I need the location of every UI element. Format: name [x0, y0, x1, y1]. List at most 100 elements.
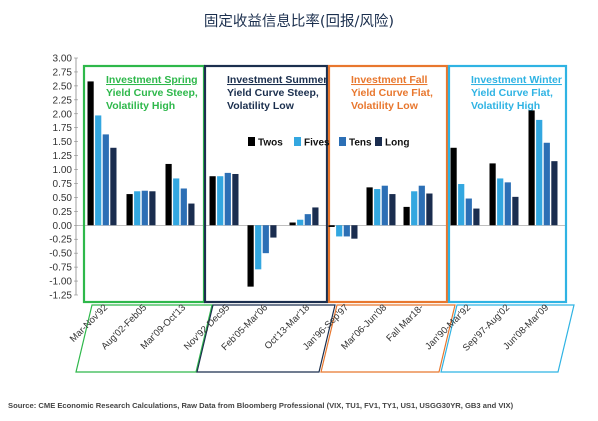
bar-tens — [262, 225, 269, 254]
bar-twos — [403, 206, 410, 226]
bar-long — [473, 208, 480, 226]
regime-subtitle-1: Yield Curve Flat, — [471, 87, 553, 99]
regime-subtitle-1: Yield Curve Flat, — [351, 87, 433, 99]
legend-label: Long — [385, 138, 409, 149]
bar-tens — [343, 225, 350, 237]
y-tick-label: 2.75 — [53, 67, 73, 78]
regime-subtitle-2: Volatility Low — [227, 100, 295, 112]
y-tick-label: 1.00 — [53, 165, 73, 176]
regime-label-frame — [196, 304, 336, 373]
regime-subtitle-2: Volatility High — [471, 100, 540, 112]
bar-fives — [411, 191, 418, 226]
bar-long — [512, 196, 519, 226]
bar-fives — [217, 176, 224, 226]
y-tick-label: 0.00 — [53, 221, 73, 232]
bar-twos — [289, 222, 296, 226]
regime-label-frame — [440, 304, 575, 373]
bar-fives — [255, 225, 262, 270]
y-tick-label: 2.00 — [53, 109, 73, 120]
legend-swatch — [248, 137, 255, 146]
regime-title: Investment Winter — [471, 74, 562, 86]
chart-title: 固定收益信息比率(回报/风险) — [204, 13, 394, 30]
bar-series — [87, 81, 558, 287]
legend-label: Tens — [349, 138, 372, 149]
bar-long — [351, 225, 358, 239]
regime-panel — [447, 64, 568, 304]
legend-label: Twos — [258, 138, 283, 149]
bar-long — [551, 161, 558, 226]
bar-twos — [126, 194, 133, 226]
bar-twos — [366, 187, 373, 226]
bar-tens — [141, 190, 148, 226]
regime-subtitle-1: Yield Curve Steep, — [227, 87, 319, 99]
regime-subtitle-2: Volatility Low — [351, 100, 419, 112]
category-label: Fall Mar18- — [384, 302, 426, 344]
y-axis: 3.00 2.75 2.50 2.25 2.00 1.75 1.50 1.25 1.00 0.75… — [49, 54, 566, 302]
legend-label: Fives — [304, 138, 330, 149]
legend-swatch — [375, 137, 382, 146]
bar-fives — [173, 178, 180, 226]
y-tick-label: 1.75 — [53, 123, 73, 134]
regime-title: Investment Summer — [227, 74, 327, 86]
legend-swatch — [294, 137, 301, 146]
bar-twos — [87, 81, 94, 226]
bar-twos — [165, 163, 172, 226]
bar-fives — [336, 225, 343, 237]
regime-label-frame — [75, 304, 213, 373]
legend-swatch — [339, 137, 346, 146]
regime-subtitle-1: Yield Curve Steep, — [106, 87, 198, 99]
bar-tens — [543, 142, 550, 226]
category-label: Mar-Nov'92 — [68, 302, 110, 344]
bar-twos — [489, 163, 496, 226]
legend: Twos Fives Tens Long — [248, 137, 409, 149]
y-tick-label: -0.25 — [49, 235, 72, 246]
bar-twos — [528, 110, 535, 226]
bar-tens — [465, 198, 472, 226]
regime-subtitle-2: Volatility High — [106, 100, 175, 112]
bar-twos — [209, 176, 216, 226]
category-labels: Mar-Nov'92Aug'02-Feb05Mar'09-Oct'13Nov'9… — [68, 302, 551, 353]
bar-tens — [381, 185, 388, 226]
bar-long — [270, 225, 277, 238]
y-tick-label: 2.50 — [53, 81, 73, 92]
bar-fives — [374, 189, 381, 226]
bar-twos — [328, 225, 335, 227]
bar-long — [149, 191, 156, 226]
y-tick-label: 0.50 — [53, 193, 73, 204]
y-tick-label: 1.50 — [53, 137, 73, 148]
bar-tens — [504, 182, 511, 226]
y-tick-label: 0.75 — [53, 179, 73, 190]
bar-twos — [450, 147, 457, 226]
bar-tens — [102, 134, 109, 226]
bar-long — [188, 203, 195, 226]
y-tick-label: 0.25 — [53, 207, 73, 218]
bar-fives — [95, 115, 102, 226]
bar-long — [426, 193, 433, 226]
bar-fives — [297, 219, 304, 226]
bar-long — [312, 207, 319, 226]
regime-panel — [327, 64, 449, 304]
y-tick-label: -1.25 — [49, 291, 72, 302]
bar-long — [110, 147, 117, 226]
regime-title: Investment Spring — [106, 74, 198, 86]
y-tick-label: -0.75 — [49, 263, 72, 274]
y-tick-label: 1.25 — [53, 151, 73, 162]
bar-fives — [458, 184, 465, 226]
regime-label-frame — [320, 304, 456, 373]
bar-long — [389, 194, 396, 226]
y-tick-label: 2.25 — [53, 95, 73, 106]
bar-long — [232, 173, 239, 226]
y-tick-label: 3.00 — [53, 54, 73, 65]
regime-panel — [203, 64, 329, 304]
y-tick-label: -0.50 — [49, 249, 72, 260]
bar-fives — [497, 178, 504, 226]
bar-twos — [247, 225, 254, 287]
bar-tens — [304, 214, 311, 226]
y-tick-label: -1.00 — [49, 277, 72, 288]
bar-tens — [224, 172, 231, 226]
source-note: Source: CME Economic Research Calculatio… — [8, 401, 514, 410]
bar-fives — [134, 191, 141, 226]
bar-fives — [536, 119, 543, 226]
